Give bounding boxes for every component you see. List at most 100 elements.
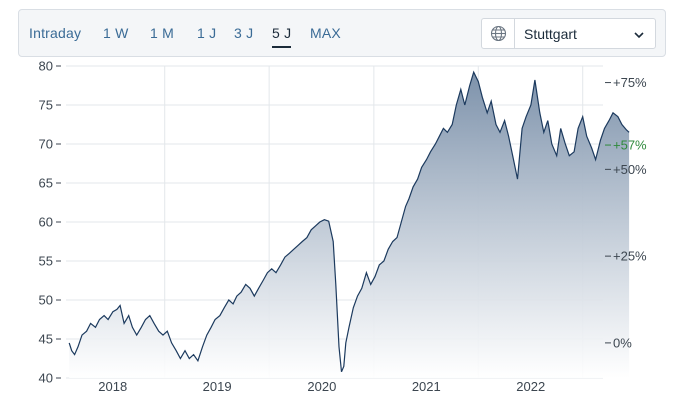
data-point <box>400 221 402 223</box>
tab-max[interactable]: MAX <box>310 25 341 41</box>
data-point <box>374 275 376 277</box>
data-point <box>628 131 630 133</box>
right-axis: +75% +50% +25% 0% +57% <box>605 75 647 350</box>
x-tick-label: 2020 <box>307 379 336 394</box>
active-tab-underline <box>272 46 292 48</box>
data-point <box>297 244 299 246</box>
data-point <box>530 104 532 106</box>
data-point <box>107 318 109 320</box>
data-point <box>73 353 75 355</box>
data-point <box>201 346 203 348</box>
current-change-label: +57% <box>613 138 647 153</box>
data-point <box>383 260 385 262</box>
data-point <box>412 186 414 188</box>
data-point <box>460 88 462 90</box>
data-point <box>71 350 73 352</box>
data-point <box>112 311 114 313</box>
data-point <box>590 147 592 149</box>
data-point <box>490 100 492 102</box>
tab-5-years[interactable]: 5 J <box>272 25 292 48</box>
data-point <box>253 295 255 297</box>
data-point <box>392 240 394 242</box>
data-point <box>149 314 151 316</box>
data-point <box>429 151 431 153</box>
data-point <box>499 131 501 133</box>
data-point <box>158 330 160 332</box>
globe-icon <box>482 19 515 48</box>
data-point <box>119 304 121 306</box>
data-point <box>128 314 130 316</box>
data-point <box>89 322 91 324</box>
data-point <box>464 104 466 106</box>
data-point <box>594 158 596 160</box>
data-point <box>301 240 303 242</box>
data-point <box>451 123 453 125</box>
y-tick-label: 75 <box>39 98 53 113</box>
data-point <box>249 287 251 289</box>
data-point <box>232 303 234 305</box>
data-point <box>314 225 316 227</box>
data-point <box>556 155 558 157</box>
data-point <box>257 287 259 289</box>
data-point <box>564 143 566 145</box>
data-point <box>206 334 208 336</box>
x-tick-label: 2019 <box>203 379 232 394</box>
exchange-select[interactable]: Stuttgart <box>481 18 656 49</box>
data-point <box>370 283 372 285</box>
data-point <box>192 353 194 355</box>
tab-1-year[interactable]: 1 J <box>197 25 217 41</box>
data-point <box>335 283 337 285</box>
data-point <box>577 127 579 129</box>
data-point <box>343 365 345 367</box>
data-point <box>345 342 347 344</box>
exchange-selected-value: Stuttgart <box>524 26 577 42</box>
data-point <box>599 139 601 141</box>
right-tick-label: +25% <box>613 249 647 264</box>
tab-intraday[interactable]: Intraday <box>29 25 82 41</box>
data-point <box>77 346 79 348</box>
data-point <box>162 334 164 336</box>
data-point <box>455 104 457 106</box>
data-point <box>543 131 545 133</box>
data-point <box>473 71 475 73</box>
data-point <box>81 334 83 336</box>
data-point <box>525 116 527 118</box>
data-point <box>275 272 277 274</box>
data-point <box>539 112 541 114</box>
data-point <box>582 116 584 118</box>
data-point <box>179 357 181 359</box>
data-point <box>446 131 448 133</box>
data-point <box>214 318 216 320</box>
data-point <box>279 264 281 266</box>
tab-3-years[interactable]: 3 J <box>234 25 254 41</box>
data-point <box>197 360 199 362</box>
data-point <box>85 330 87 332</box>
tab-1-month[interactable]: 1 M <box>150 25 174 41</box>
data-point <box>210 326 212 328</box>
chevron-down-icon <box>633 28 645 46</box>
x-axis: 2018 2019 2020 2021 2022 <box>98 379 545 394</box>
data-point <box>365 272 367 274</box>
y-tick-label: 65 <box>39 176 53 191</box>
data-point <box>170 342 172 344</box>
y-tick-label: 45 <box>39 332 53 347</box>
data-point <box>123 322 125 324</box>
data-point <box>617 116 619 118</box>
data-point <box>144 318 146 320</box>
data-point <box>404 205 406 207</box>
data-point <box>442 127 444 129</box>
tab-1-week[interactable]: 1 W <box>103 25 129 41</box>
data-point <box>348 326 350 328</box>
price-line <box>68 70 630 373</box>
data-point <box>136 334 138 336</box>
data-point <box>586 135 588 137</box>
data-point <box>219 314 221 316</box>
data-point <box>94 326 96 328</box>
data-point <box>284 256 286 258</box>
data-point <box>332 240 334 242</box>
data-point <box>477 80 479 82</box>
data-point <box>378 264 380 266</box>
data-point <box>356 295 358 297</box>
data-point <box>560 127 562 129</box>
